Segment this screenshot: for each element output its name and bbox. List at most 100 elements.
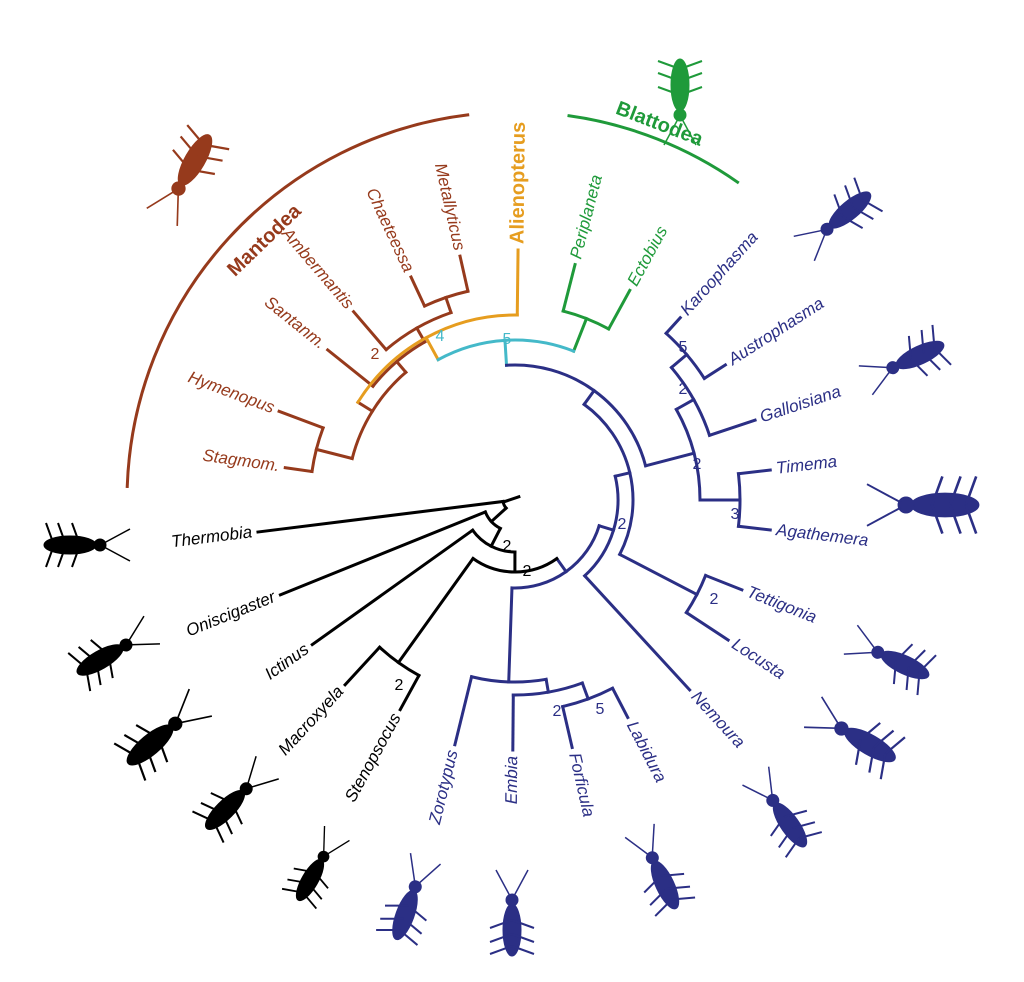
clade-arc: [567, 114, 740, 185]
support-value: 2: [371, 346, 380, 363]
insect-leg: [643, 875, 662, 894]
branch: [325, 347, 376, 389]
branch: [736, 468, 772, 476]
branch: [489, 526, 503, 549]
insect-icon: [192, 756, 279, 843]
insect-antenna: [767, 766, 773, 797]
insect-antenna: [858, 365, 889, 369]
insect-head: [408, 880, 422, 894]
insect-leg: [907, 335, 912, 360]
insect-leg: [666, 885, 691, 890]
insect-leg: [307, 882, 323, 900]
insect-leg: [905, 666, 910, 691]
insect-leg: [123, 733, 148, 749]
support-value: 2: [679, 381, 688, 398]
taxon-label: Ectobius: [623, 222, 671, 289]
insect-leg: [107, 654, 114, 679]
insect-antenna: [804, 726, 837, 730]
insect-leg: [854, 739, 862, 766]
taxon-label: Zorotypus: [425, 748, 462, 827]
insect-leg: [203, 143, 230, 151]
insect-leg: [85, 667, 92, 692]
insect-leg: [852, 206, 874, 221]
insect-antenna: [820, 696, 840, 725]
branch-arc: [504, 363, 648, 468]
insect-icon: [793, 177, 884, 262]
taxon-label: Stenopsocus: [341, 709, 405, 805]
branch: [458, 254, 470, 294]
insect-leg: [798, 831, 823, 840]
insect-leg: [853, 177, 864, 201]
insect-head: [871, 645, 885, 659]
branch: [707, 418, 757, 438]
taxon-label: Metallyticus: [431, 161, 469, 252]
clade-label: Alienopterus: [506, 122, 529, 245]
insect-icon: [43, 522, 131, 568]
insect-leg: [192, 810, 215, 823]
branch: [736, 524, 772, 532]
insect-leg: [964, 475, 978, 506]
branch: [674, 397, 696, 412]
insect-leg: [657, 86, 681, 96]
insect-leg: [859, 722, 881, 741]
taxon-label: Timema: [775, 452, 838, 478]
insect-leg: [844, 185, 855, 208]
taxon-label: Chaeteessa: [362, 185, 418, 275]
branch: [310, 528, 475, 647]
branch: [503, 338, 509, 367]
insect-leg: [770, 816, 786, 837]
insect-leg: [90, 639, 110, 656]
clade-arc: [125, 113, 470, 489]
insect-icon: [858, 324, 952, 396]
insect-leg: [113, 742, 138, 758]
insect-icon: [113, 688, 213, 781]
insect-leg: [511, 945, 535, 955]
taxon-label: Hymenopus: [186, 367, 278, 417]
insect-leg: [964, 504, 978, 535]
insect-head: [645, 851, 659, 865]
insect-antenna: [409, 853, 416, 883]
taxon-label: Tettigonia: [744, 582, 819, 627]
insect-leg: [293, 867, 315, 874]
insect-antenna: [179, 715, 213, 724]
insect-leg: [186, 124, 205, 146]
support-value: 3: [731, 506, 740, 523]
insect-leg: [231, 802, 243, 825]
insect-antenna: [246, 756, 257, 785]
insect-head: [897, 496, 915, 514]
insect-leg: [45, 522, 55, 546]
insect-head: [171, 181, 186, 196]
branch: [283, 466, 314, 474]
insect-leg: [654, 898, 673, 917]
branch: [610, 686, 630, 720]
taxon-label: Thermobia: [170, 522, 253, 551]
insect-leg: [657, 72, 681, 82]
insect-leg: [930, 475, 944, 506]
insect-leg: [907, 649, 926, 668]
insect-body: [177, 134, 213, 186]
insect-leg: [931, 324, 936, 349]
insect-leg: [376, 929, 400, 932]
branch: [396, 556, 476, 665]
taxon-label: Ambermantis: [277, 224, 358, 314]
branch: [617, 552, 699, 597]
insect-antenna: [103, 528, 131, 544]
insect-head: [673, 108, 687, 122]
insect-leg: [778, 827, 794, 849]
insect-body: [295, 858, 325, 902]
insect-antenna: [146, 190, 175, 210]
insect-leg: [489, 933, 513, 943]
taxon-label: Austrophasma: [724, 294, 827, 370]
insect-head: [93, 538, 107, 552]
branch: [684, 610, 731, 643]
insect-leg: [385, 904, 409, 907]
taxon-label: Locusta: [728, 635, 788, 684]
taxon-label: Santanm.: [261, 292, 330, 352]
taxon-label: Nemoura: [687, 687, 748, 751]
insect-icon: [281, 826, 350, 910]
insect-leg: [916, 671, 921, 696]
insect-leg: [402, 917, 423, 935]
branch: [515, 248, 520, 317]
insect-leg: [868, 747, 875, 773]
